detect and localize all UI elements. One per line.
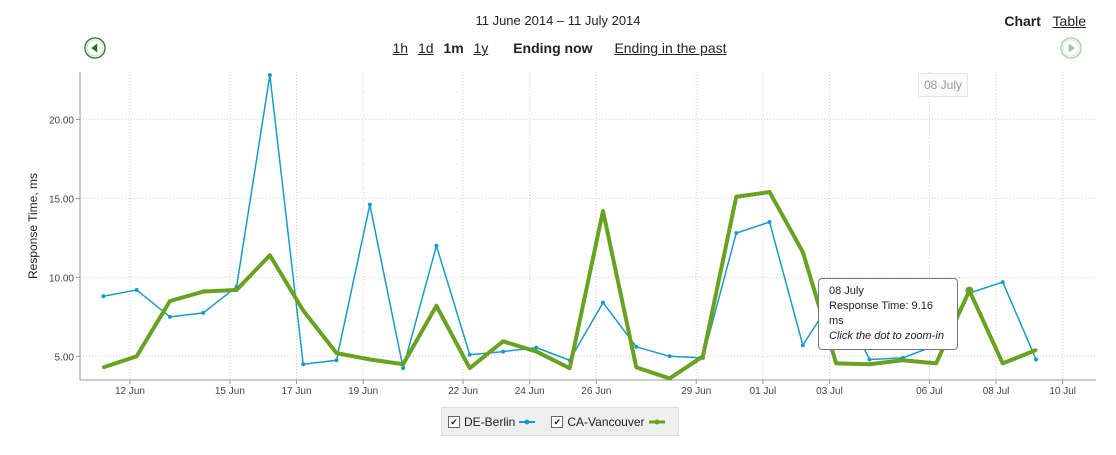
data-point — [767, 220, 772, 225]
data-point — [1034, 357, 1039, 362]
data-point — [534, 345, 539, 350]
data-point — [734, 231, 739, 236]
ending-now-option[interactable]: Ending now — [513, 40, 593, 56]
legend-label: CA-Vancouver — [567, 414, 645, 429]
x-tick-label: 06 Jul — [916, 386, 943, 397]
x-tick-label: 12 Jun — [115, 386, 145, 397]
y-tick-label: 20.00 — [49, 115, 74, 126]
view-toggle: Chart Table — [1004, 13, 1086, 29]
legend-line-icon — [648, 419, 665, 424]
data-point — [301, 362, 306, 367]
tooltip-hint: Click the dot to zoom-in — [829, 330, 944, 342]
data-point — [768, 190, 772, 194]
data-point — [135, 354, 139, 358]
y-tick-label: 10.00 — [49, 273, 74, 284]
arrow-left-icon[interactable] — [84, 37, 106, 59]
view-table-link[interactable]: Table — [1052, 13, 1086, 29]
data-point — [568, 366, 572, 370]
x-tick-label: 08 Jul — [983, 386, 1010, 397]
data-point — [734, 195, 738, 199]
data-point — [667, 354, 672, 359]
legend-line-icon — [519, 419, 536, 424]
legend-label: DE-Berlin — [464, 414, 516, 429]
data-point — [934, 361, 938, 365]
data-point — [600, 300, 605, 305]
x-tick-label: 15 Jun — [215, 386, 245, 397]
data-point — [168, 299, 172, 303]
x-tick-label: 26 Jun — [581, 386, 611, 397]
data-point — [867, 362, 871, 366]
data-point — [268, 253, 272, 257]
view-chart-tab[interactable]: Chart — [1004, 13, 1041, 29]
data-point — [334, 351, 338, 355]
y-tick-label: 5.00 — [55, 352, 75, 363]
data-point — [401, 362, 405, 366]
data-point — [101, 365, 105, 369]
x-tick-label: 17 Jun — [282, 386, 312, 397]
highlighted-point — [965, 286, 974, 295]
data-point — [367, 202, 372, 207]
data-point — [235, 288, 239, 292]
data-point — [601, 209, 605, 213]
tooltip-date: 08 July — [829, 285, 864, 297]
data-point — [634, 344, 639, 349]
date-range-title: 11 June 2014 – 11 July 2014 — [475, 13, 641, 28]
data-point — [501, 349, 506, 354]
legend-item-ca-vancouver[interactable]: ✔ CA-Vancouver — [551, 414, 665, 429]
data-point — [534, 350, 538, 354]
range-option-1m[interactable]: 1m — [443, 40, 464, 56]
range-selector: 1h 1d 1m 1y Ending now Ending in the pas… — [0, 40, 1116, 56]
data-point — [401, 366, 406, 371]
x-tick-label: 22 Jun — [448, 386, 478, 397]
data-point — [800, 343, 805, 348]
data-point — [701, 354, 705, 358]
tooltip-value: Response Time: 9.16 ms — [829, 300, 933, 327]
checkbox-icon[interactable]: ✔ — [448, 415, 460, 428]
data-point — [201, 290, 205, 294]
chart-tooltip: 08 July Response Time: 9.16 ms Click the… — [818, 278, 958, 350]
data-point — [434, 304, 438, 308]
x-tick-label: 29 Jun — [681, 386, 711, 397]
hover-date-label: 08 July — [918, 73, 969, 97]
data-point — [467, 352, 472, 357]
y-axis-label: Response Time, ms — [26, 173, 40, 279]
data-point — [834, 361, 838, 365]
data-point — [468, 366, 472, 370]
data-point — [1000, 280, 1005, 285]
ending-past-option[interactable]: Ending in the past — [614, 40, 727, 56]
data-point — [901, 358, 905, 362]
range-option-1h[interactable]: 1h — [392, 40, 409, 56]
data-point — [368, 357, 372, 361]
x-tick-label: 19 Jun — [348, 386, 378, 397]
x-tick-label: 01 Jul — [750, 386, 777, 397]
data-point — [1034, 348, 1038, 352]
x-tick-label: 03 Jul — [816, 386, 843, 397]
data-point — [501, 339, 505, 343]
range-option-1d[interactable]: 1d — [417, 40, 434, 56]
data-point — [267, 73, 272, 78]
data-point — [634, 365, 638, 369]
data-point — [167, 314, 172, 319]
data-point — [334, 358, 339, 363]
chart-legend: ✔ DE-Berlin ✔ CA-Vancouver — [441, 407, 679, 436]
data-point — [867, 357, 872, 362]
checkbox-icon[interactable]: ✔ — [551, 415, 564, 428]
arrow-right-icon[interactable] — [1060, 37, 1082, 59]
data-point — [201, 310, 206, 315]
data-point — [301, 309, 305, 313]
y-tick-label: 15.00 — [49, 194, 74, 205]
data-point — [101, 294, 106, 299]
data-point — [801, 250, 805, 254]
range-option-1y[interactable]: 1y — [473, 40, 489, 56]
legend-item-de-berlin[interactable]: ✔ DE-Berlin — [448, 414, 536, 429]
x-tick-label: 24 Jun — [515, 386, 545, 397]
data-point — [434, 243, 439, 248]
data-point — [668, 376, 672, 380]
data-point — [1001, 361, 1005, 365]
x-tick-label: 10 Jul — [1049, 386, 1076, 397]
data-point — [134, 287, 139, 292]
